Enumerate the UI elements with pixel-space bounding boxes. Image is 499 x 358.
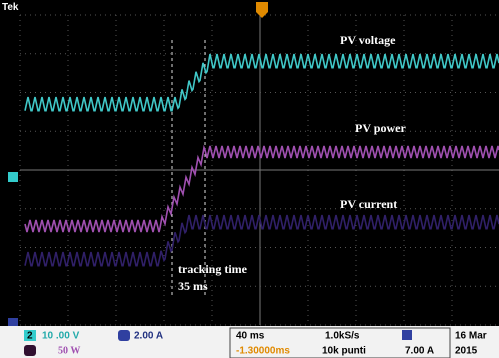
trigger-level: 7.00 A xyxy=(405,346,434,357)
scope-screen: Tek PV voltage PV power PV current track… xyxy=(0,0,499,358)
brand: Tek xyxy=(2,2,19,13)
ch4-badge-box xyxy=(118,330,130,341)
record-length: 10k punti xyxy=(322,346,366,357)
screen-bg xyxy=(0,0,499,326)
voltage-label: PV voltage xyxy=(340,33,396,47)
ch2-scale: 10 .00 V xyxy=(42,331,80,342)
trigger-source-box xyxy=(402,330,412,340)
ch2-marker xyxy=(8,172,18,182)
current-label: PV current xyxy=(340,197,397,211)
power-label: PV power xyxy=(355,121,406,135)
trigger-pos: -1.30000ms xyxy=(236,346,290,357)
tracking-duration: 35 ms xyxy=(178,279,208,293)
ch2-badge: 2 xyxy=(27,331,33,342)
sample-rate: 1.0kS/s xyxy=(325,331,360,342)
date: 16 Mar xyxy=(455,331,487,342)
tracking-label: tracking time xyxy=(178,262,248,276)
year: 2015 xyxy=(455,346,478,357)
math-scale: 50 W xyxy=(58,345,80,356)
math-badge-box xyxy=(24,345,36,356)
ch4-scale: 2.00 A xyxy=(134,331,163,342)
timebase: 40 ms xyxy=(236,331,265,342)
